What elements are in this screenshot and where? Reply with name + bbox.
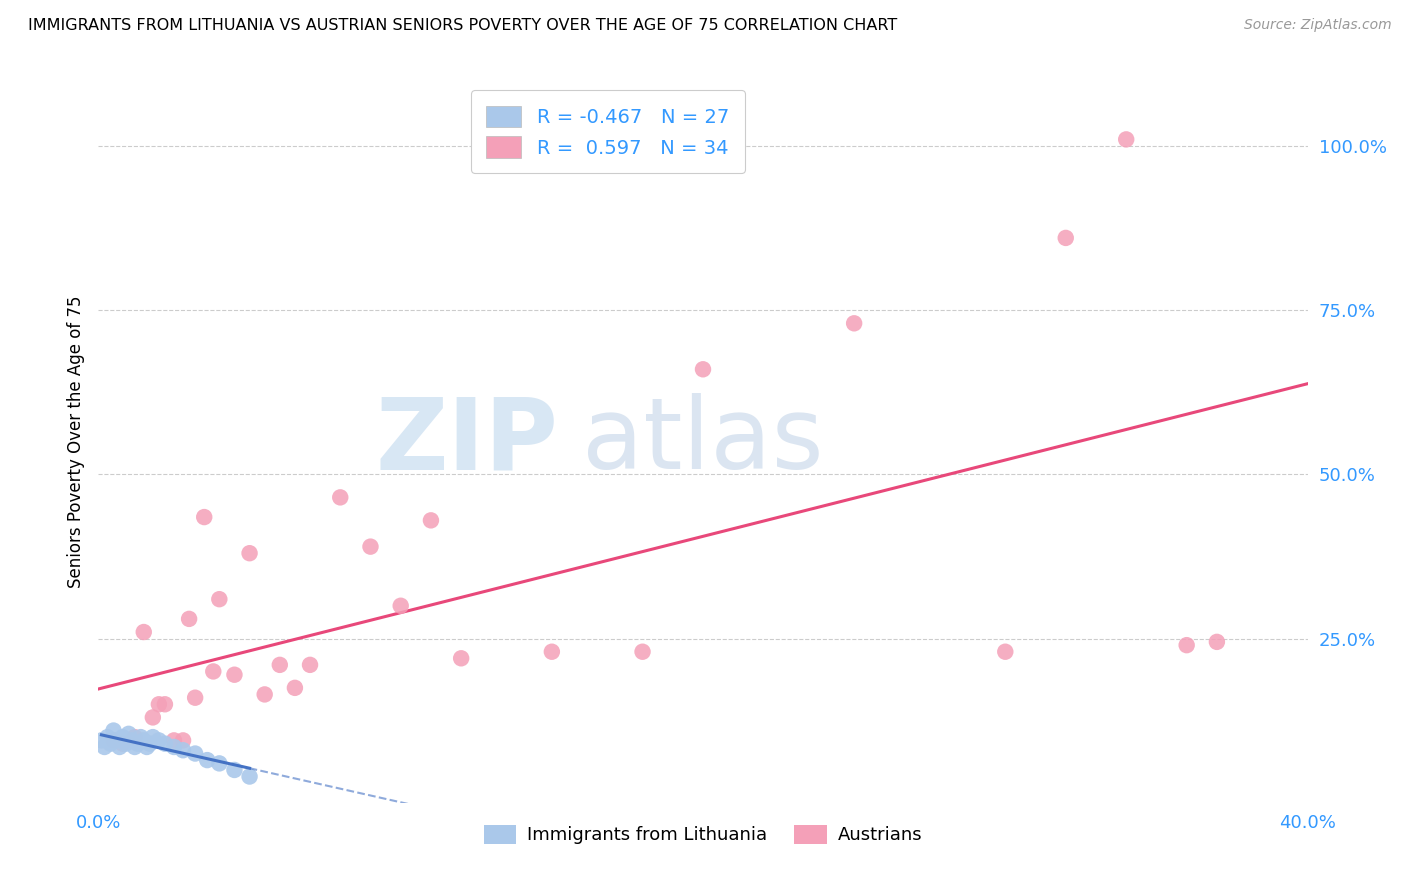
Point bbox=[299, 657, 322, 672]
Point bbox=[111, 737, 134, 751]
Point bbox=[692, 362, 714, 376]
Point bbox=[93, 739, 115, 754]
Point bbox=[450, 651, 472, 665]
Point bbox=[153, 737, 176, 751]
Point bbox=[135, 739, 157, 754]
Point bbox=[114, 737, 136, 751]
Point bbox=[142, 710, 165, 724]
Point bbox=[193, 510, 215, 524]
Point bbox=[96, 730, 118, 744]
Legend: Immigrants from Lithuania, Austrians: Immigrants from Lithuania, Austrians bbox=[477, 818, 929, 852]
Point bbox=[132, 733, 155, 747]
Text: ZIP: ZIP bbox=[375, 393, 558, 490]
Point bbox=[179, 612, 201, 626]
Point bbox=[111, 730, 134, 744]
Point bbox=[389, 599, 412, 613]
Point bbox=[208, 592, 231, 607]
Point bbox=[124, 739, 146, 754]
Point bbox=[124, 730, 146, 744]
Point bbox=[172, 733, 194, 747]
Point bbox=[103, 733, 125, 747]
Point bbox=[105, 733, 128, 747]
Point bbox=[139, 737, 162, 751]
Point bbox=[540, 645, 562, 659]
Text: Source: ZipAtlas.com: Source: ZipAtlas.com bbox=[1244, 18, 1392, 32]
Point bbox=[163, 739, 186, 754]
Point bbox=[195, 753, 218, 767]
Point bbox=[100, 737, 122, 751]
Point bbox=[224, 667, 246, 681]
Point bbox=[121, 733, 143, 747]
Point bbox=[329, 491, 352, 505]
Point bbox=[284, 681, 307, 695]
Point bbox=[148, 733, 170, 747]
Point bbox=[184, 690, 207, 705]
Point bbox=[994, 645, 1017, 659]
Point bbox=[844, 316, 866, 330]
Point bbox=[163, 733, 186, 747]
Point bbox=[1206, 635, 1229, 649]
Point bbox=[208, 756, 231, 771]
Point bbox=[132, 625, 155, 640]
Point bbox=[153, 698, 176, 712]
Point bbox=[129, 730, 152, 744]
Point bbox=[118, 727, 141, 741]
Point bbox=[631, 645, 654, 659]
Point bbox=[90, 733, 112, 747]
Point bbox=[1175, 638, 1198, 652]
Point bbox=[103, 723, 125, 738]
Point bbox=[108, 739, 131, 754]
Text: atlas: atlas bbox=[582, 393, 824, 490]
Point bbox=[269, 657, 291, 672]
Y-axis label: Seniors Poverty Over the Age of 75: Seniors Poverty Over the Age of 75 bbox=[66, 295, 84, 588]
Point bbox=[253, 687, 276, 701]
Text: IMMIGRANTS FROM LITHUANIA VS AUSTRIAN SENIORS POVERTY OVER THE AGE OF 75 CORRELA: IMMIGRANTS FROM LITHUANIA VS AUSTRIAN SE… bbox=[28, 18, 897, 33]
Point bbox=[360, 540, 382, 554]
Point bbox=[224, 763, 246, 777]
Point bbox=[184, 747, 207, 761]
Point bbox=[202, 665, 225, 679]
Point bbox=[1054, 231, 1077, 245]
Point bbox=[239, 770, 262, 784]
Point bbox=[420, 513, 443, 527]
Point bbox=[239, 546, 262, 560]
Point bbox=[172, 743, 194, 757]
Point bbox=[127, 737, 149, 751]
Point bbox=[1115, 132, 1137, 146]
Point bbox=[148, 698, 170, 712]
Point bbox=[142, 730, 165, 744]
